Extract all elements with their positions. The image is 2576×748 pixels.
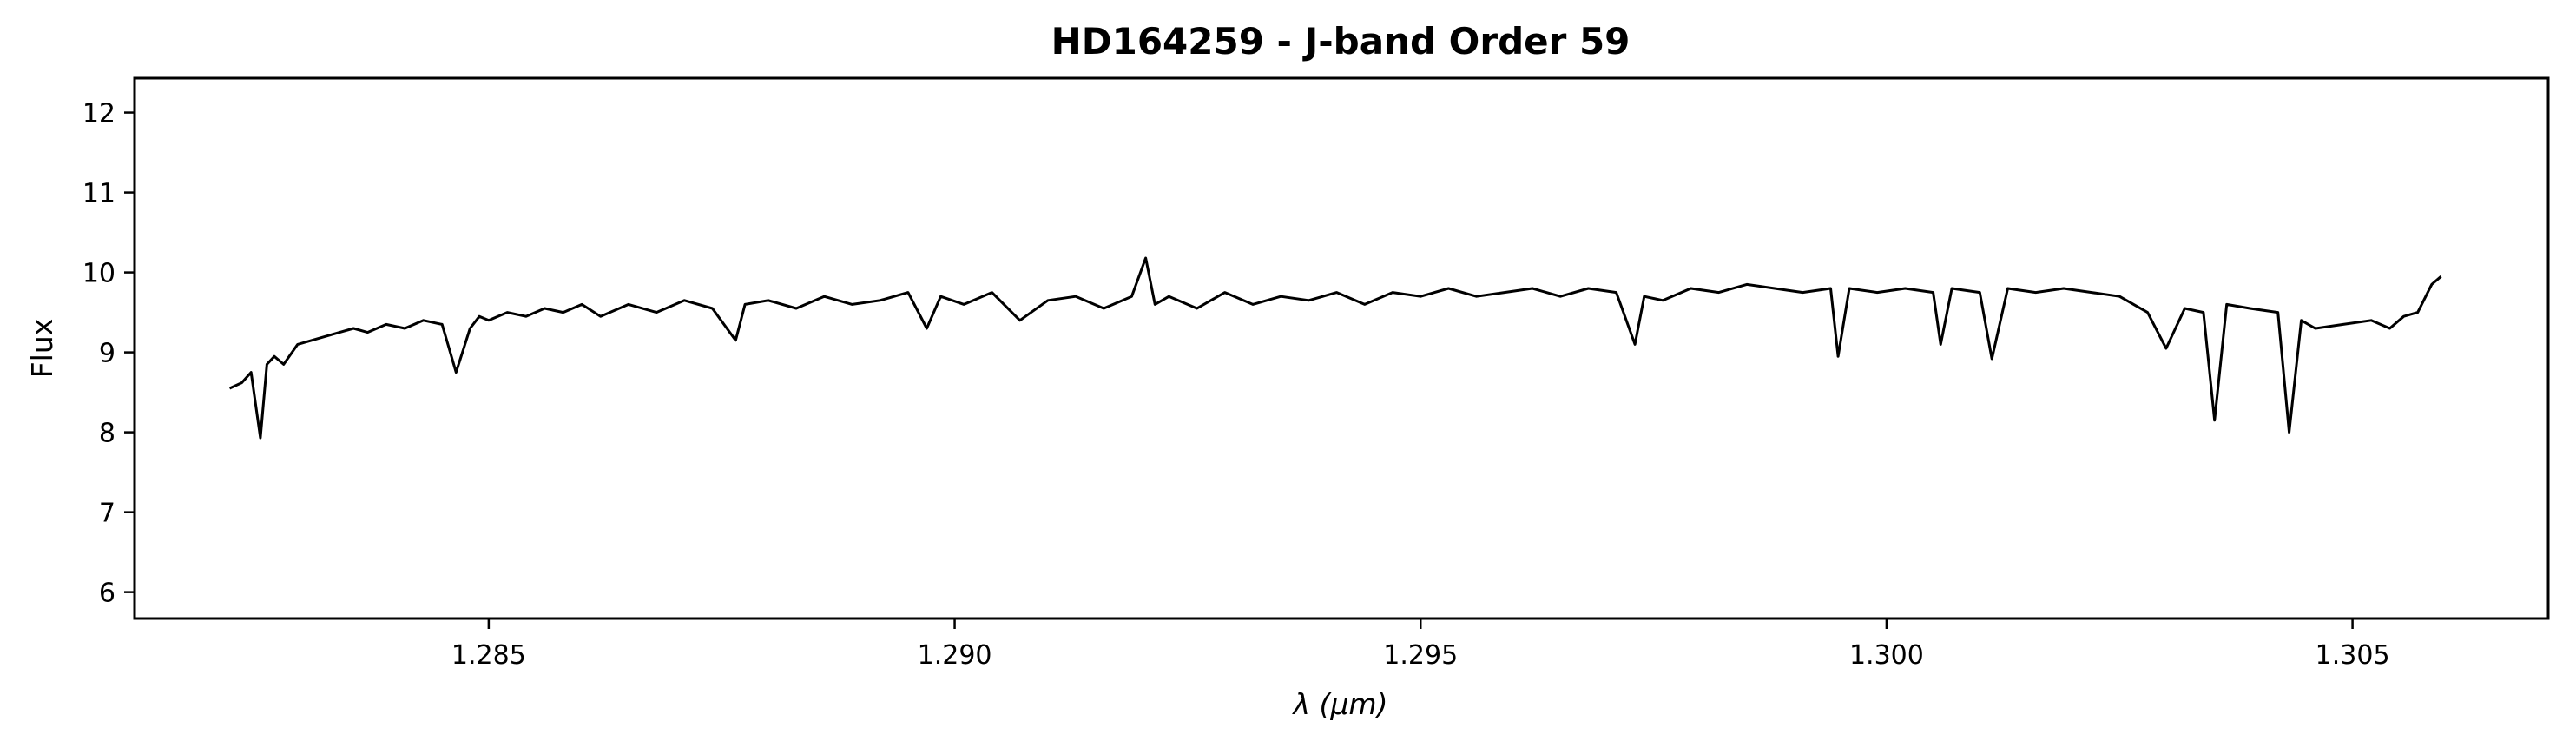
x-tick-label: 1.295 [1383, 640, 1458, 671]
y-axis: 6 7 8 9 10 11 12 [82, 99, 135, 609]
x-axis: 1.285 1.290 1.295 1.300 1.305 [451, 619, 2390, 671]
chart-title: HD164259 - J-band Order 59 [1051, 20, 1631, 63]
y-tick-label: 8 [99, 419, 115, 449]
y-tick-label: 9 [99, 339, 115, 369]
y-tick-label: 12 [82, 99, 115, 129]
x-tick-label: 1.285 [451, 640, 526, 671]
y-axis-label: Flux [25, 319, 59, 379]
x-axis-label: λ (μm) [1292, 687, 1388, 721]
y-tick-label: 10 [82, 259, 115, 289]
y-tick-label: 7 [99, 499, 115, 529]
x-tick-label: 1.290 [918, 640, 992, 671]
y-tick-label: 6 [99, 579, 115, 609]
x-tick-label: 1.305 [2316, 640, 2390, 671]
spectrum-line [228, 256, 2442, 440]
y-tick-label: 11 [82, 179, 115, 209]
x-tick-label: 1.300 [1849, 640, 1924, 671]
plot-frame [133, 76, 2550, 620]
